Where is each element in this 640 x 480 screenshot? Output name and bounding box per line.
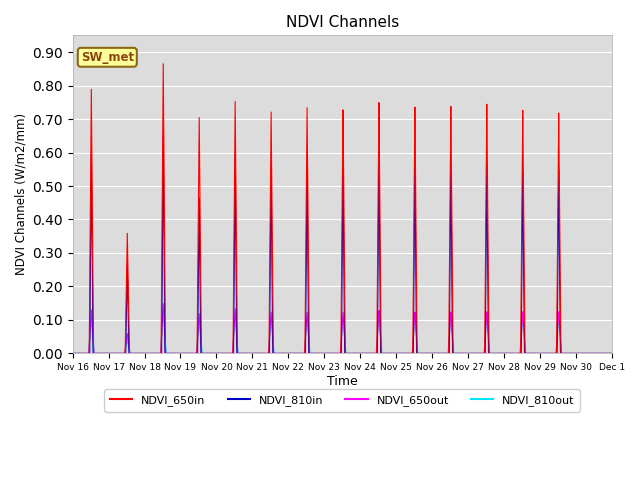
NDVI_650out (179, 350, 186, 356)
NDVI_650out (417, 350, 424, 356)
NDVI_810out (159, 307, 167, 313)
Line: NDVI_650out: NDVI_650out (72, 303, 612, 353)
NDVI_810in (608, 350, 616, 356)
NDVI_650in (179, 350, 186, 356)
NDVI_650out (606, 350, 614, 356)
NDVI_650in (184, 350, 192, 356)
NDVI_810in (179, 350, 186, 356)
NDVI_810out (271, 350, 278, 356)
NDVI_810in (68, 350, 76, 356)
X-axis label: Time: Time (327, 375, 358, 388)
NDVI_650out (608, 350, 616, 356)
Y-axis label: NDVI Channels (W/m2/mm): NDVI Channels (W/m2/mm) (15, 113, 28, 276)
Line: NDVI_810in: NDVI_810in (72, 134, 612, 353)
Legend: NDVI_650in, NDVI_810in, NDVI_650out, NDVI_810out: NDVI_650in, NDVI_810in, NDVI_650out, NDV… (104, 389, 580, 411)
Line: NDVI_810out: NDVI_810out (72, 310, 612, 353)
NDVI_650out (68, 350, 76, 356)
NDVI_810out (179, 350, 186, 356)
NDVI_810out (608, 350, 616, 356)
Title: NDVI Channels: NDVI Channels (285, 15, 399, 30)
NDVI_810out (606, 350, 614, 356)
NDVI_810out (184, 350, 192, 356)
NDVI_650out (184, 350, 192, 356)
NDVI_810out (417, 350, 424, 356)
NDVI_650out (493, 350, 501, 356)
NDVI_810in (184, 350, 192, 356)
NDVI_810out (68, 350, 76, 356)
NDVI_810in (271, 350, 278, 356)
NDVI_810in (606, 350, 614, 356)
NDVI_650in (68, 350, 76, 356)
NDVI_650in (271, 350, 278, 356)
NDVI_650out (271, 350, 278, 356)
Line: NDVI_650in: NDVI_650in (72, 64, 612, 353)
NDVI_810in (493, 350, 501, 356)
NDVI_650in (417, 350, 424, 356)
NDVI_650out (159, 300, 167, 306)
Text: SW_met: SW_met (81, 51, 134, 64)
NDVI_810in (417, 350, 424, 356)
NDVI_650in (608, 350, 616, 356)
NDVI_650in (606, 350, 614, 356)
NDVI_650in (493, 350, 501, 356)
NDVI_650in (159, 61, 167, 67)
NDVI_810in (159, 131, 167, 137)
NDVI_810out (493, 350, 501, 356)
